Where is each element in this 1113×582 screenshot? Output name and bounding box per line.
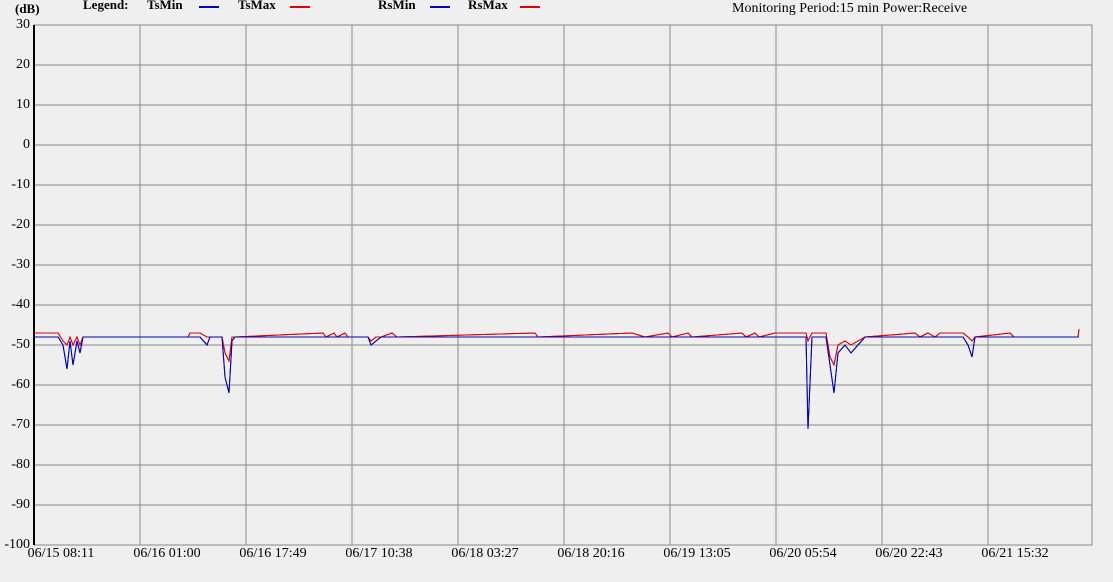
legend: TsMin TsMax RsMin RsMax: [147, 0, 540, 12]
x-tick-label: 06/17 10:38: [345, 546, 412, 561]
y-tick-label: -30: [11, 257, 30, 272]
series-line: [34, 336, 1079, 430]
y-tick-label: -60: [11, 377, 30, 392]
y-tick-label: 20: [16, 57, 30, 72]
x-tick-label: 06/16 01:00: [133, 546, 200, 561]
legend-label: TsMin: [147, 0, 183, 12]
y-tick-label: 0: [23, 137, 30, 152]
plot: [34, 328, 1080, 430]
subtitle: Monitoring Period:15 min Power:Receive: [732, 1, 967, 16]
legend-label: RsMax: [468, 0, 508, 12]
x-tick-label: 06/20 05:54: [769, 546, 836, 561]
grid: 3020100-10-20-30-40-50-60-70-80-90-10006…: [4, 17, 1093, 561]
y-tick-label: -90: [11, 497, 30, 512]
x-tick-label: 06/18 20:16: [557, 546, 624, 561]
y-tick-label: -50: [11, 337, 30, 352]
y-tick-label: -10: [11, 177, 30, 192]
x-tick-label: 06/19 13:05: [663, 546, 730, 561]
x-tick-label: 06/15 08:11: [28, 546, 95, 561]
legend-title: Legend:: [83, 0, 129, 12]
x-tick-label: 06/21 15:32: [981, 546, 1048, 561]
y-tick-label: -20: [11, 217, 30, 232]
legend-label: RsMin: [378, 0, 416, 12]
x-tick-label: 06/16 17:49: [239, 546, 306, 561]
y-tick-label: 30: [16, 17, 30, 32]
y-tick-label: -100: [4, 537, 30, 552]
y-tick-label: -80: [11, 457, 30, 472]
x-tick-label: 06/20 22:43: [875, 546, 942, 561]
y-tick-label: -70: [11, 417, 30, 432]
y-tick-label: -40: [11, 297, 30, 312]
y-unit: (dB): [15, 1, 40, 16]
y-tick-label: 10: [16, 97, 30, 112]
x-tick-label: 06/18 03:27: [451, 546, 518, 561]
legend-label: TsMax: [238, 0, 276, 12]
